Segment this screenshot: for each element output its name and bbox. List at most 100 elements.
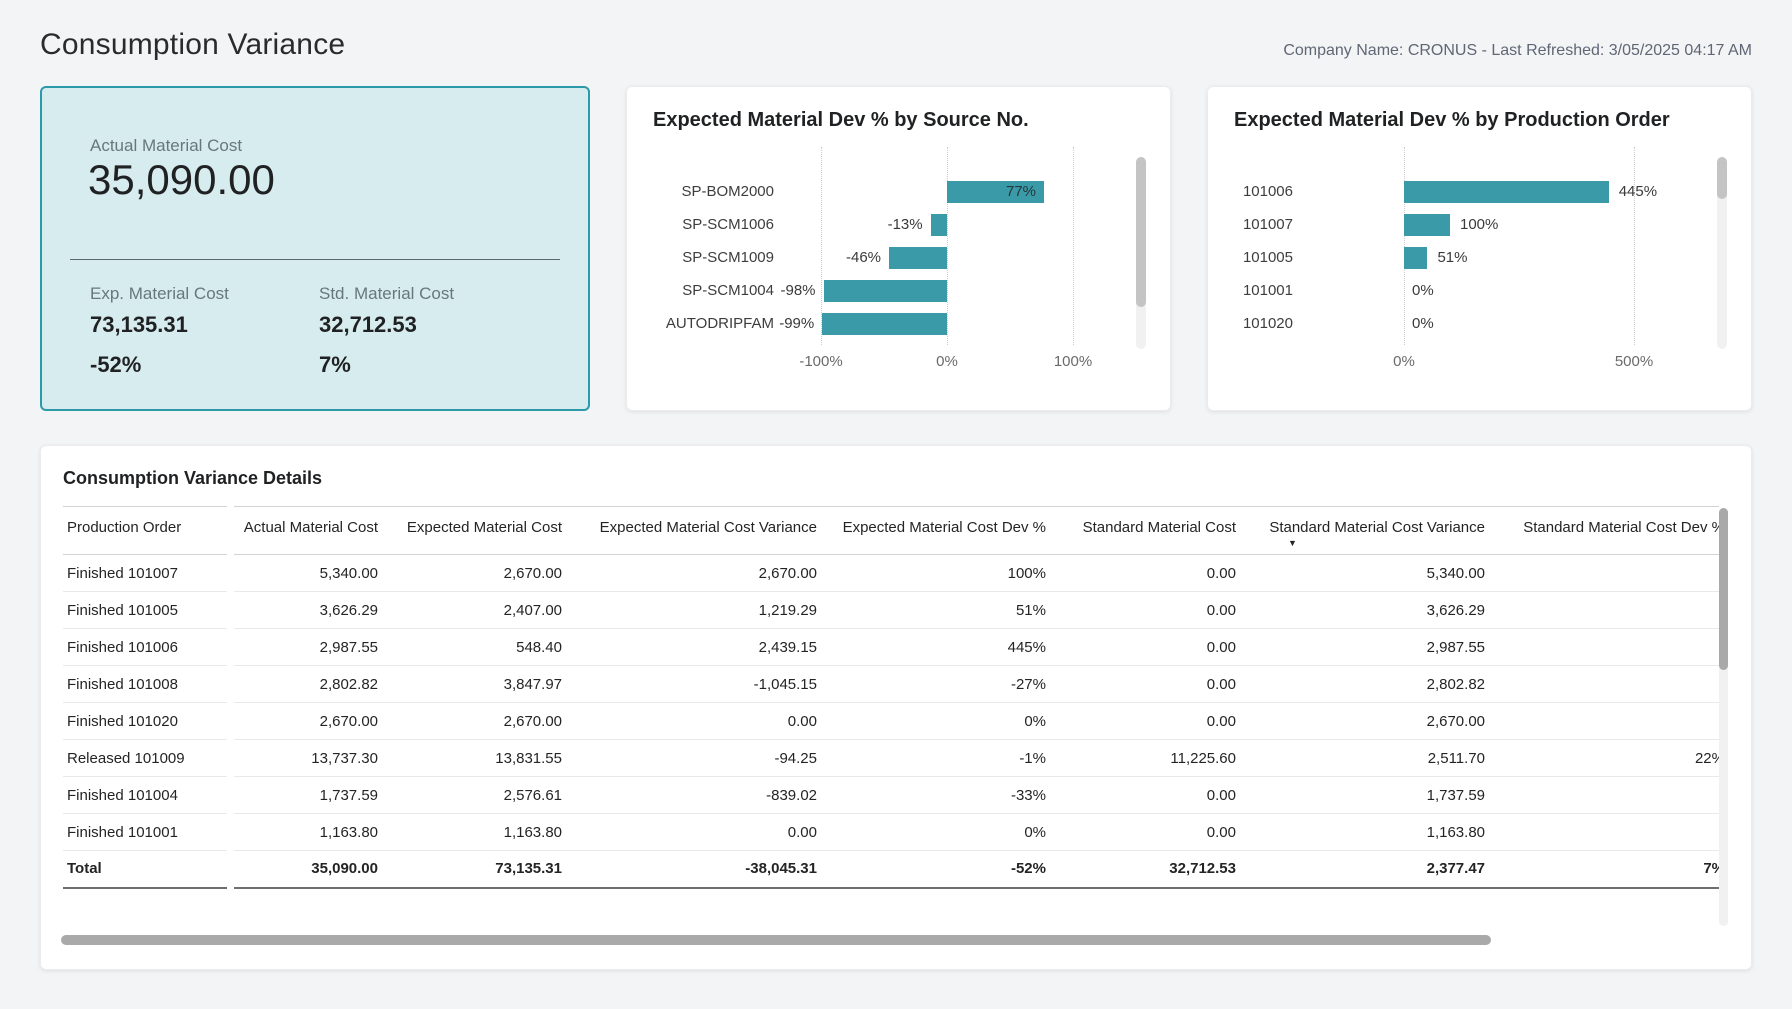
table-horizontal-scrollbar-thumb[interactable] xyxy=(61,935,1491,945)
table-cell: 2,576.61 xyxy=(384,776,568,814)
kpi-sub-percent: 7% xyxy=(319,352,351,377)
table-cell: 2,377.47 xyxy=(1242,850,1491,889)
table-cell: 2,987.55 xyxy=(1242,628,1491,666)
table-row[interactable]: Released 101009 13,737.30 13,831.55 -94.25-… xyxy=(63,739,1719,777)
table-cell: 1,163.80 xyxy=(227,813,384,851)
chart-category-label: AUTODRIPFAM xyxy=(665,315,774,332)
chart-bar-value-label: 100% xyxy=(1460,216,1499,233)
table-cell: 5,340.00 xyxy=(1242,554,1491,592)
sort-descending-icon: ▼ xyxy=(1288,538,1297,548)
table-cell: 73,135.31 xyxy=(384,850,568,889)
chart-gridline xyxy=(1634,147,1635,345)
chart-bar[interactable] xyxy=(889,247,947,269)
chart-dev-by-production-order[interactable]: Expected Material Dev % by Production Or… xyxy=(1207,86,1752,411)
table-cell: Finished 101001 xyxy=(63,813,227,851)
table-cell xyxy=(1491,628,1719,666)
company-refresh-info: Company Name: CRONUS - Last Refreshed: 3… xyxy=(1283,42,1752,59)
table-cell: -1,045.15 xyxy=(568,665,823,703)
table-row[interactable]: Finished 101007 5,340.00 2,670.00 2,670.00 1… xyxy=(63,554,1719,592)
table-row[interactable]: Finished 101006 2,987.55 548.40 2,439.15 445… xyxy=(63,628,1719,666)
kpi-primary-value: 35,090.00 xyxy=(88,156,275,203)
table-cell: 13,831.55 xyxy=(384,739,568,777)
table-row[interactable]: Finished 101001 1,163.80 1,163.80 0.00 0% 0.0… xyxy=(63,813,1719,851)
consumption-variance-details-card: Consumption Variance Details Production … xyxy=(40,445,1752,970)
table-cell: 2,670.00 xyxy=(1242,702,1491,740)
kpi-exp-material-cost: Exp. Material Cost 73,135.31 -52% xyxy=(90,284,229,378)
chart-scrollbar-track[interactable] xyxy=(1136,157,1146,349)
chart-category-label: 101005 xyxy=(1242,249,1293,266)
column-header[interactable]: Standard Material Cost Dev % xyxy=(1491,506,1719,555)
column-header[interactable]: Actual Material Cost xyxy=(227,506,384,555)
table-cell: 32,712.53 xyxy=(1052,850,1242,889)
x-axis-tick-label: 0% xyxy=(1393,353,1415,370)
chart-bar[interactable] xyxy=(822,313,947,335)
table-cell: 1,163.80 xyxy=(384,813,568,851)
table-cell: Finished 101020 xyxy=(63,702,227,740)
table-vertical-scrollbar-thumb[interactable] xyxy=(1719,508,1728,670)
chart-bar[interactable] xyxy=(930,214,947,236)
actual-material-cost-kpi-card[interactable]: Actual Material Cost 35,090.00 Exp. Mate… xyxy=(40,86,590,411)
chart-gridline xyxy=(1073,147,1074,345)
chart-bar-value-label: 0% xyxy=(1412,282,1434,299)
chart-bar-value-label: 77% xyxy=(1005,183,1037,200)
table-cell: 0.00 xyxy=(1052,665,1242,703)
column-header[interactable]: Expected Material Cost Variance xyxy=(568,506,823,555)
table-row[interactable]: Finished 101004 1,737.59 2,576.61 -839.02 -3… xyxy=(63,776,1719,814)
chart-bar-value-label: 0% xyxy=(1412,315,1434,332)
table-cell: 0.00 xyxy=(568,702,823,740)
table-cell: 0.00 xyxy=(1052,554,1242,592)
chart-title: Expected Material Dev % by Production Or… xyxy=(1234,109,1670,131)
table-cell: 2,802.82 xyxy=(1242,665,1491,703)
table-cell: -1% xyxy=(823,739,1052,777)
table-row[interactable]: Finished 101005 3,626.29 2,407.00 1,219.29 5… xyxy=(63,591,1719,629)
chart-bar[interactable] xyxy=(1404,181,1609,203)
kpi-sub-label: Std. Material Cost xyxy=(319,284,455,303)
chart-bar-value-label: -13% xyxy=(887,216,923,233)
chart-scrollbar-track[interactable] xyxy=(1717,157,1727,349)
chart-dev-by-source-no[interactable]: Expected Material Dev % by Source No. -1… xyxy=(626,86,1171,411)
table-cell: 100% xyxy=(823,554,1052,592)
kpi-std-material-cost: Std. Material Cost 32,712.53 7% xyxy=(319,284,454,378)
column-header[interactable]: Expected Material Cost Dev % xyxy=(823,506,1052,555)
table-row[interactable]: Finished 101020 2,670.00 2,670.00 0.00 0% 0.0… xyxy=(63,702,1719,740)
top-cards-row: Actual Material Cost 35,090.00 Exp. Mate… xyxy=(40,86,1752,411)
table-cell: 0% xyxy=(823,813,1052,851)
chart-scrollbar-thumb[interactable] xyxy=(1136,157,1146,307)
table-cell: 3,626.29 xyxy=(1242,591,1491,629)
column-header[interactable]: Production Order xyxy=(63,506,227,555)
table-vertical-scrollbar-track[interactable] xyxy=(1719,508,1728,926)
table-cell: 2,802.82 xyxy=(227,665,384,703)
chart-bar-value-label: 51% xyxy=(1437,249,1468,266)
table-total-row[interactable]: Total 35,090.00 73,135.31 -38,045.31 -52% 32,… xyxy=(63,850,1719,889)
chart-bar-value-label: -98% xyxy=(780,282,816,299)
table-cell: 2,511.70 xyxy=(1242,739,1491,777)
table-cell: 1,219.29 xyxy=(568,591,823,629)
table-viewport: Production Order Actual Material Cost Expe… xyxy=(63,506,1719,927)
x-axis-tick-label: 500% xyxy=(1614,353,1654,370)
page-title: Consumption Variance xyxy=(40,28,346,61)
x-axis-tick-label: -100% xyxy=(799,353,843,370)
chart-plot-area: -100% 0% 100% SP-BOM2000 77% SP-SCM1006 -13% SP… xyxy=(627,87,1170,410)
table-row[interactable]: Finished 101008 2,802.82 3,847.97 -1,045.15… xyxy=(63,665,1719,703)
table-cell: 0.00 xyxy=(1052,591,1242,629)
column-header[interactable]: Standard Material Cost xyxy=(1052,506,1242,555)
column-header[interactable]: Standard Material Cost Variance ▼ xyxy=(1242,506,1491,555)
chart-bar-value-label: -99% xyxy=(779,315,815,332)
table-cell: Finished 101008 xyxy=(63,665,227,703)
chart-bar[interactable] xyxy=(1404,214,1450,236)
chart-category-label: 101007 xyxy=(1242,216,1293,233)
table-cell xyxy=(1491,554,1719,592)
chart-bar[interactable] xyxy=(1404,247,1428,269)
chart-category-label: SP-SCM1004 xyxy=(682,282,774,299)
chart-bar[interactable] xyxy=(823,280,947,302)
kpi-divider xyxy=(70,259,560,260)
column-header[interactable]: Expected Material Cost xyxy=(384,506,568,555)
table-cell: 2,407.00 xyxy=(384,591,568,629)
chart-bar-value-label: -46% xyxy=(846,249,882,266)
table-cell: 548.40 xyxy=(384,628,568,666)
chart-title: Expected Material Dev % by Source No. xyxy=(653,109,1029,131)
table-cell xyxy=(1491,776,1719,814)
chart-bar[interactable] xyxy=(947,181,1045,203)
chart-scrollbar-thumb[interactable] xyxy=(1717,157,1727,199)
table-cell: 445% xyxy=(823,628,1052,666)
